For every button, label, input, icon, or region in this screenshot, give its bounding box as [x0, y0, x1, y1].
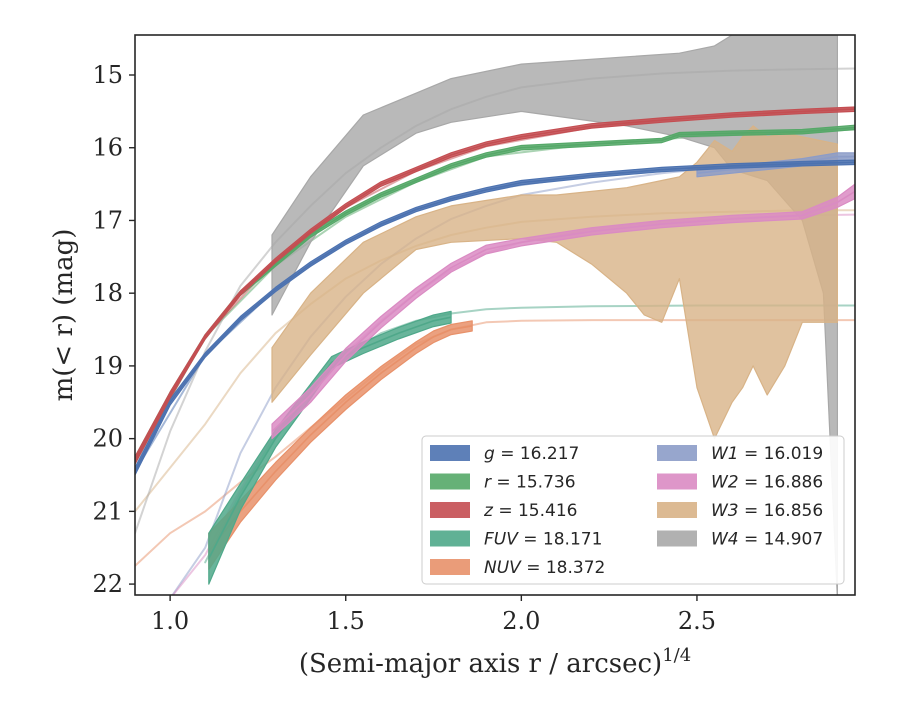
legend-label: W1 = 16.019	[711, 444, 823, 464]
axes: 1.0 1.5 2.0 2.5 15 16 17 18 19 20 21 22 (Semi-major …	[49, 34, 856, 679]
data-line-fuv	[208, 316, 452, 559]
legend-label: W3 = 16.856	[711, 501, 823, 521]
legend-label: g = 16.217	[484, 444, 579, 464]
y-tick-label: 22	[92, 570, 123, 598]
legend-band-value: = 16.886	[739, 473, 824, 493]
data-band-g	[135, 159, 855, 476]
legend-entry-w3: W3 = 16.856	[657, 501, 823, 521]
legend-swatch	[657, 502, 697, 518]
y-tick-label: 15	[92, 61, 123, 89]
legend-entry-r: r = 15.736	[430, 473, 576, 493]
legend-label: FUV = 18.171	[484, 530, 602, 550]
x-axis-label: (Semi-major axis r / arcsec)1/4	[299, 645, 691, 679]
data-band-nuv	[208, 320, 473, 571]
legend-swatch	[657, 473, 697, 490]
legend-box	[421, 435, 845, 585]
y-tick-label: 18	[92, 279, 123, 307]
y-tick-label: 20	[92, 425, 123, 453]
data-band-r	[135, 124, 855, 465]
legend-band-value: = 16.019	[739, 444, 824, 464]
legend-band-value: = 18.372	[521, 558, 606, 578]
legend-swatch	[657, 445, 697, 461]
legend-band-value: = 16.217	[495, 444, 580, 464]
legend-band-value: = 14.907	[739, 530, 824, 550]
data-line-nuv	[208, 325, 473, 552]
legend-entry-nuv: NUV = 18.372	[430, 558, 605, 578]
legend-swatch	[430, 502, 470, 518]
legend-band-value: = 15.736	[491, 473, 576, 493]
legend-band-value: = 16.856	[739, 501, 824, 521]
legend-band-name: NUV	[484, 558, 522, 578]
legend-label: r = 15.736	[484, 473, 576, 493]
data-bands	[135, 35, 855, 595]
legend-band-value: = 15.416	[493, 501, 578, 521]
legend-entry-fuv: FUV = 18.171	[430, 530, 602, 550]
legend-label: W2 = 16.886	[711, 473, 823, 493]
legend-swatch	[430, 559, 470, 575]
data-band-w4	[271, 35, 839, 595]
legend-band-name: W3	[711, 501, 739, 521]
data-line-g	[135, 161, 855, 472]
data-band-w3	[271, 125, 839, 440]
x-axis-label-superscript: 1/4	[662, 645, 691, 666]
x-tick-label: 1.0	[151, 607, 189, 635]
legend-entry-w1: W1 = 16.019	[657, 444, 823, 464]
data-line-w2	[271, 190, 855, 432]
y-tick-label: 19	[92, 352, 123, 380]
legend-band-name: FUV	[484, 530, 519, 550]
legend-band-name: W1	[711, 444, 739, 464]
legend-band-value: = 18.171	[518, 530, 603, 550]
legend-band-name: W4	[711, 530, 739, 550]
legend-band-name: g	[484, 444, 495, 464]
legend-label: W4 = 14.907	[711, 530, 823, 550]
x-tick-label: 2.0	[502, 607, 540, 635]
data-band-z	[135, 106, 855, 465]
x-tick-label: 1.5	[327, 607, 365, 635]
legend-entry-g: g = 16.217	[430, 444, 579, 464]
legend-entry-w4: W4 = 14.907	[657, 530, 823, 550]
legend-swatch	[657, 530, 697, 547]
legend-band-name: z	[483, 501, 494, 521]
y-tick-label: 21	[92, 497, 123, 525]
y-axis-label: m(< r) (mag)	[49, 229, 79, 402]
y-tick-label: 17	[92, 206, 123, 234]
x-tick-label: 2.5	[678, 607, 716, 635]
legend-band-name: r	[484, 473, 492, 493]
legend-label: z = 15.416	[483, 501, 577, 521]
legend-band-name: W2	[711, 473, 739, 493]
data-line-z	[135, 108, 855, 461]
y-tick-label: 16	[92, 134, 123, 162]
legend-swatch	[430, 473, 470, 490]
plot-frame	[134, 34, 856, 596]
legend-swatch	[430, 445, 470, 461]
legend-entry-z: z = 15.416	[430, 501, 577, 521]
legend-label: NUV = 18.372	[484, 558, 605, 578]
legend-entry-w2: W2 = 16.886	[657, 473, 823, 493]
legend-swatch	[430, 530, 470, 547]
